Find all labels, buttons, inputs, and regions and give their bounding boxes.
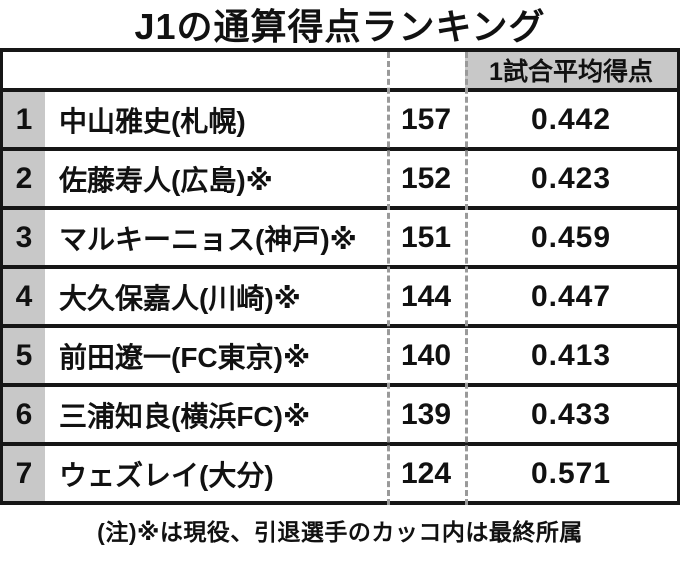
rank-cell: 7 xyxy=(3,446,45,501)
table-rows: 1 中山雅史(札幌) 157 0.442 2 佐藤寿人(広島)※ 152 0.4… xyxy=(3,92,677,505)
table-row: 4 大久保嘉人(川崎)※ 144 0.447 xyxy=(3,269,677,328)
goals-cell: 124 xyxy=(400,456,452,490)
avg-cell: 0.442 xyxy=(530,102,612,136)
player-name: 前田遼一(FC東京)※ xyxy=(59,341,311,373)
goals-cell: 139 xyxy=(400,397,452,431)
footnote: (注)※は現役、引退選手のカッコ内は最終所属 xyxy=(97,518,583,545)
avg-cell: 0.433 xyxy=(530,397,612,431)
page-title: J1の通算得点ランキング xyxy=(0,0,680,52)
rank-cell: 1 xyxy=(3,92,45,147)
player-name: ウェズレイ(大分) xyxy=(59,459,274,491)
avg-column-header: 1試合平均得点 xyxy=(465,52,677,88)
goals-cell: 157 xyxy=(400,102,452,136)
goals-cell: 144 xyxy=(400,279,452,313)
table-row: 5 前田遼一(FC東京)※ 140 0.413 xyxy=(3,328,677,387)
table-row: 7 ウェズレイ(大分) 124 0.571 xyxy=(3,446,677,505)
avg-cell: 0.423 xyxy=(530,161,612,195)
ranking-table: 1試合平均得点 1 中山雅史(札幌) 157 0.442 2 佐藤寿人(広島)※… xyxy=(0,52,680,505)
goals-cell: 140 xyxy=(400,338,452,372)
rank-cell: 5 xyxy=(3,328,45,383)
avg-cell: 0.413 xyxy=(530,338,612,372)
rank-cell: 4 xyxy=(3,269,45,324)
player-name: 中山雅史(札幌) xyxy=(59,105,246,137)
player-name: マルキーニョス(神戸)※ xyxy=(59,223,357,255)
avg-cell: 0.571 xyxy=(530,456,612,490)
player-name: 三浦知良(横浜FC)※ xyxy=(59,400,311,432)
rank-cell: 2 xyxy=(3,151,45,206)
player-name: 大久保嘉人(川崎)※ xyxy=(59,282,301,314)
player-name: 佐藤寿人(広島)※ xyxy=(59,164,273,196)
table-row: 2 佐藤寿人(広島)※ 152 0.423 xyxy=(3,151,677,210)
rank-cell: 6 xyxy=(3,387,45,442)
goals-cell: 152 xyxy=(400,161,452,195)
goals-cell: 151 xyxy=(400,220,452,254)
table-header-band: 1試合平均得点 xyxy=(3,52,677,92)
avg-cell: 0.459 xyxy=(530,220,612,254)
rank-cell: 3 xyxy=(3,210,45,265)
table-row: 6 三浦知良(横浜FC)※ 139 0.433 xyxy=(3,387,677,446)
avg-cell: 0.447 xyxy=(530,279,612,313)
table-row: 1 中山雅史(札幌) 157 0.442 xyxy=(3,92,677,151)
table-row: 3 マルキーニョス(神戸)※ 151 0.459 xyxy=(3,210,677,269)
